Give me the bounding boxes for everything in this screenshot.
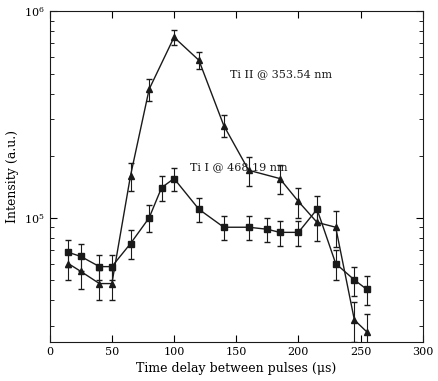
Y-axis label: Intensity (a.u.): Intensity (a.u.) (6, 130, 18, 223)
Text: Ti II @ 353.54 nm: Ti II @ 353.54 nm (230, 69, 332, 79)
Text: Ti I @ 468.19 nm: Ti I @ 468.19 nm (190, 162, 287, 172)
X-axis label: Time delay between pulses (μs): Time delay between pulses (μs) (136, 362, 336, 375)
